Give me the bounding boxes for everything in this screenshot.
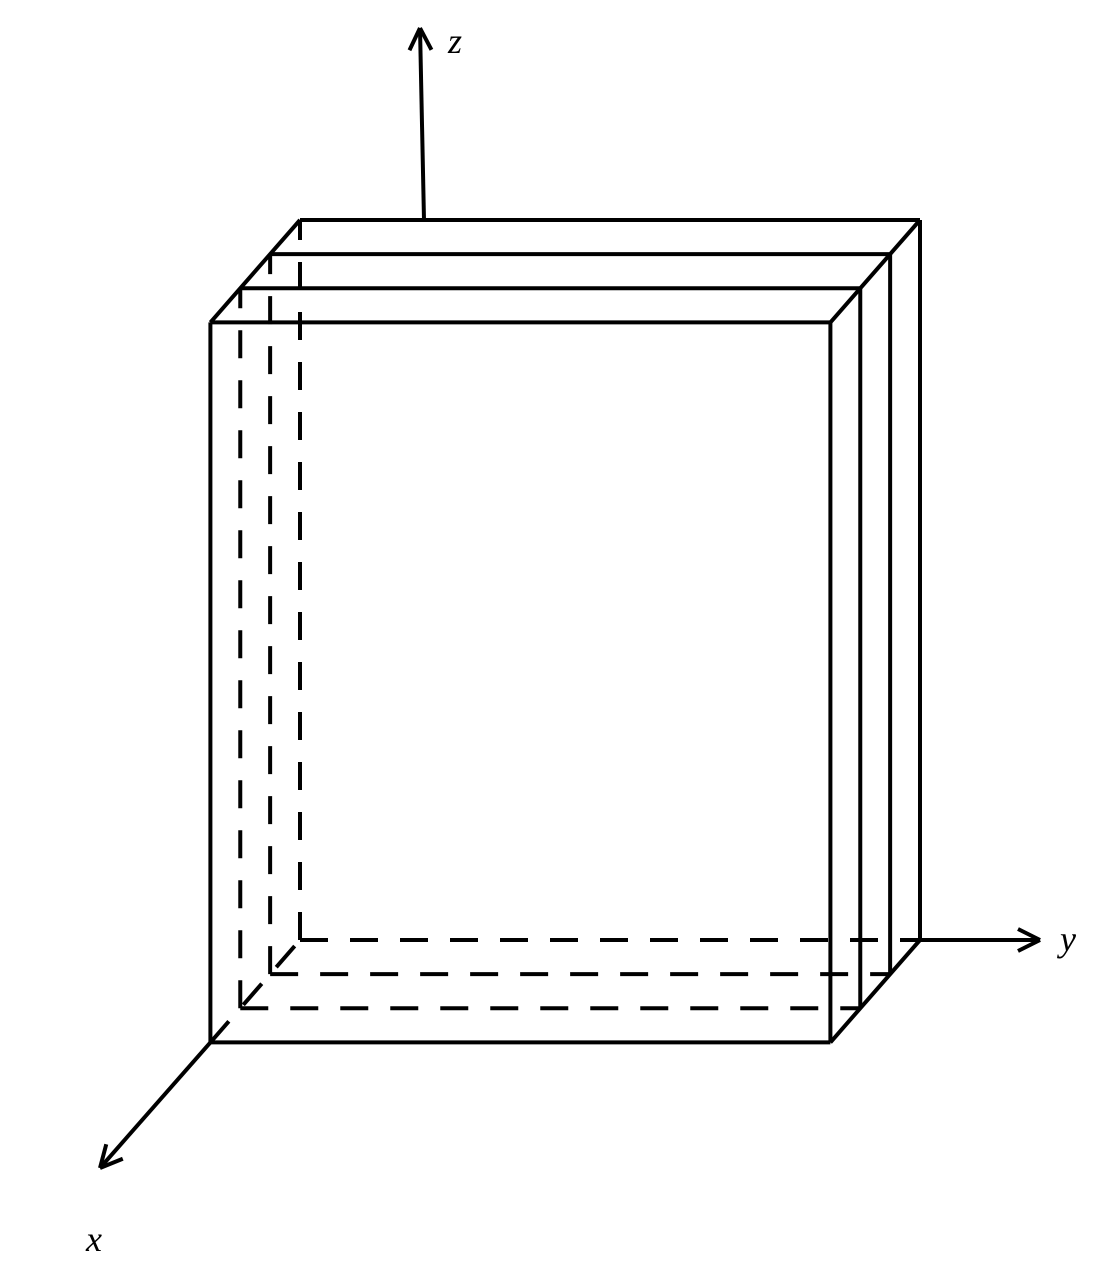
axis-label-x: x bbox=[86, 1218, 102, 1260]
axis-label-z: z bbox=[448, 20, 462, 62]
diagram-container: x y z bbox=[0, 0, 1117, 1271]
wireframe-svg bbox=[0, 0, 1117, 1271]
axis-label-y: y bbox=[1060, 918, 1076, 960]
